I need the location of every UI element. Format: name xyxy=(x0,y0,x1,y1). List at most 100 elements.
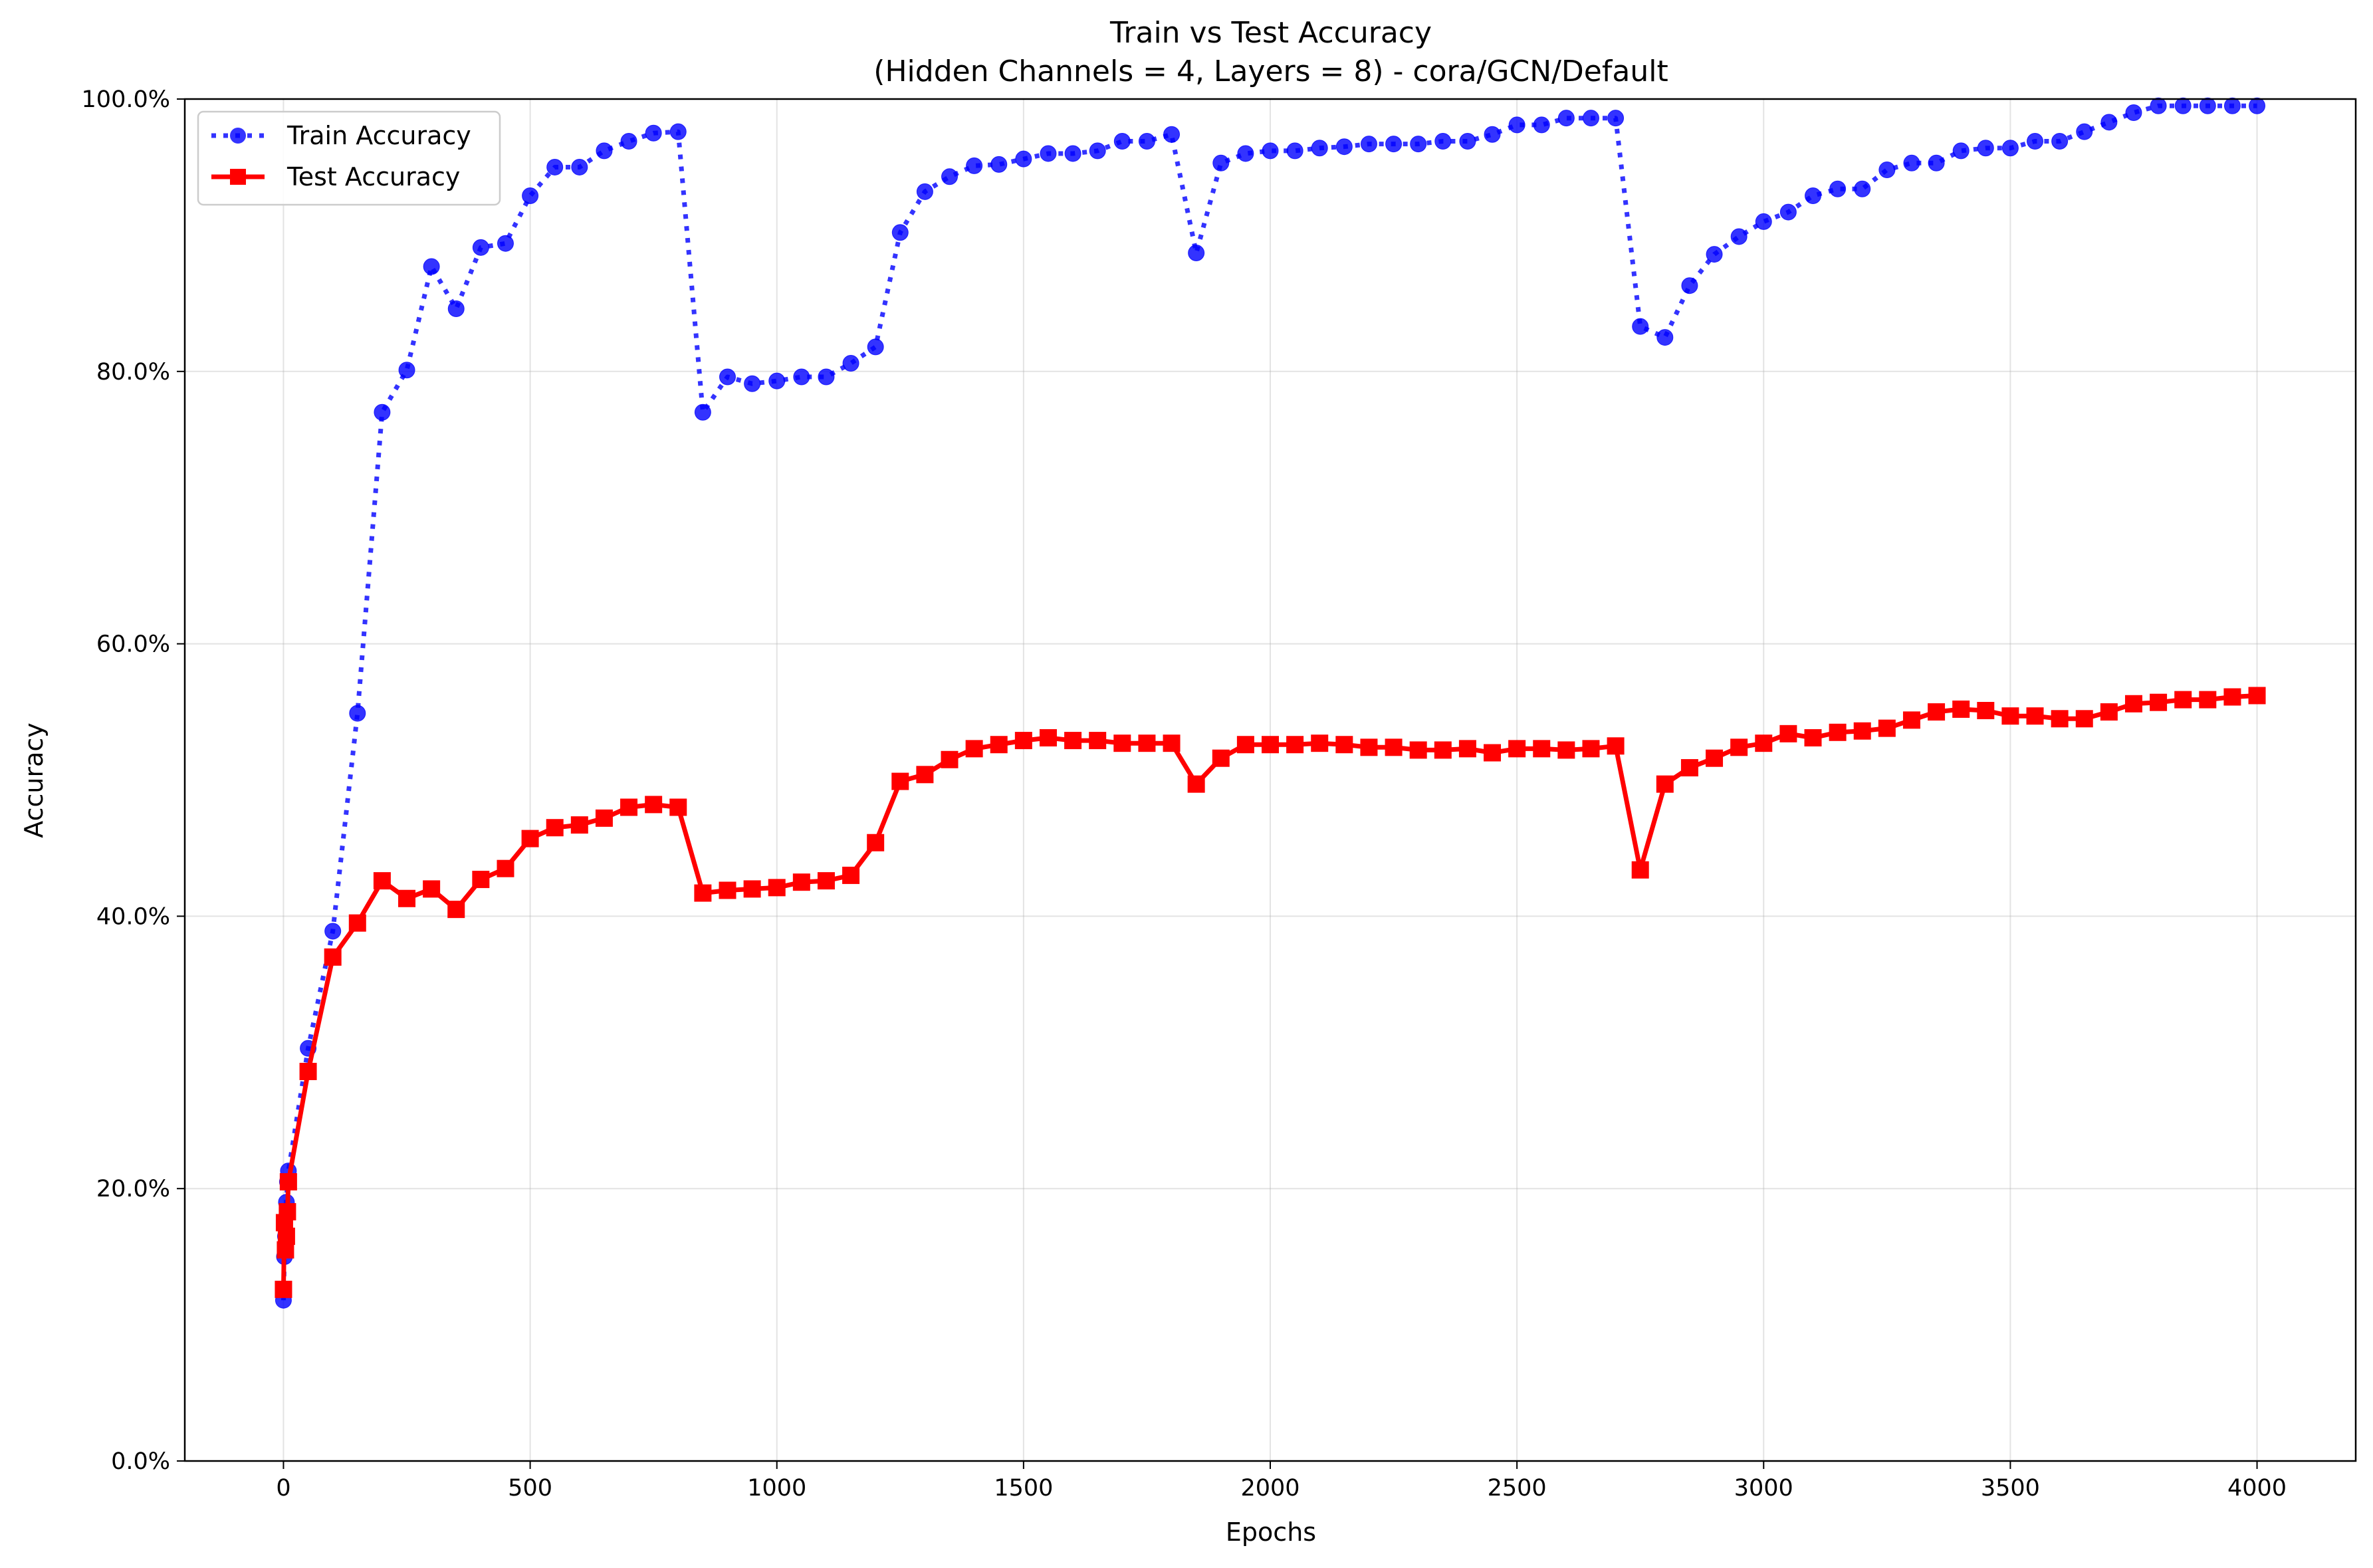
test-data-point xyxy=(2051,710,2069,728)
train-data-point xyxy=(1557,110,1575,127)
test-data-point xyxy=(2075,710,2093,728)
train-data-point xyxy=(1730,228,1748,245)
test-data-point xyxy=(916,766,934,784)
x-tick-label: 500 xyxy=(508,1475,552,1502)
test-data-point xyxy=(1458,740,1476,758)
train-data-point xyxy=(596,142,613,160)
test-data-point xyxy=(792,873,810,891)
train-data-point xyxy=(497,235,514,252)
y-tick-label: 0.0% xyxy=(111,1448,170,1475)
train-data-point xyxy=(2001,140,2019,157)
train-data-point xyxy=(1335,138,1353,156)
train-data-point xyxy=(1015,150,1032,168)
train-data-point xyxy=(1854,180,1871,197)
test-data-point xyxy=(279,1173,297,1190)
x-tick-label: 2500 xyxy=(1488,1475,1547,1502)
test-data-point xyxy=(1755,734,1773,752)
x-tick-label: 1500 xyxy=(994,1475,1053,1502)
y-tick-label: 60.0% xyxy=(96,631,170,658)
test-data-point xyxy=(1262,736,1279,754)
train-data-point xyxy=(941,168,959,185)
y-axis-label: Accuracy xyxy=(19,723,49,838)
test-data-point xyxy=(373,872,391,890)
train-data-point xyxy=(1188,245,1205,262)
test-data-point xyxy=(1557,741,1575,759)
test-data-point xyxy=(1582,740,1600,758)
train-data-point xyxy=(2150,97,2167,114)
test-data-point xyxy=(1385,738,1403,756)
test-data-point xyxy=(1829,723,1847,741)
train-data-point xyxy=(620,133,637,150)
test-data-point xyxy=(1039,728,1057,746)
test-data-point xyxy=(1952,700,1970,718)
train-data-point xyxy=(1903,154,1920,171)
test-data-point xyxy=(669,798,687,816)
test-data-point xyxy=(275,1280,292,1298)
x-tick-label: 0 xyxy=(276,1475,290,1502)
legend-test-marker xyxy=(230,169,246,185)
test-data-point xyxy=(1212,749,1230,767)
test-data-point xyxy=(324,948,342,966)
train-data-point xyxy=(1508,116,1526,134)
test-data-point xyxy=(1360,738,1378,756)
test-data-point xyxy=(743,880,761,898)
train-data-point xyxy=(447,300,465,318)
train-data-point xyxy=(1607,110,1625,127)
train-data-point xyxy=(1360,136,1377,153)
test-data-point xyxy=(1113,734,1131,752)
train-data-point xyxy=(793,368,810,386)
test-data-point xyxy=(279,1203,296,1221)
train-data-point xyxy=(374,403,391,421)
test-data-point xyxy=(941,750,959,768)
train-data-point xyxy=(1459,133,1476,150)
train-data-point xyxy=(867,338,884,356)
test-data-point xyxy=(1878,719,1896,737)
test-data-point xyxy=(1409,741,1427,759)
test-data-point xyxy=(768,879,786,897)
legend-train-label: Train Accuracy xyxy=(286,121,471,150)
test-data-point xyxy=(398,889,416,907)
train-data-point xyxy=(1089,142,1106,160)
train-data-point xyxy=(966,157,983,174)
x-axis: 0 500 1000 1500 2000 2500 3000 3500 4000 xyxy=(276,1461,2287,1502)
train-data-point xyxy=(1138,133,1155,150)
test-data-point xyxy=(546,819,564,837)
train-data-point xyxy=(1805,187,1821,204)
train-data-point xyxy=(546,158,564,175)
y-tick-label: 20.0% xyxy=(96,1176,170,1202)
test-data-point xyxy=(1163,734,1181,752)
train-data-point xyxy=(694,403,711,421)
test-data-point xyxy=(1533,740,1551,758)
train-data-point xyxy=(2199,97,2216,114)
series-test-accuracy xyxy=(275,687,2266,1298)
train-data-point xyxy=(1582,110,1599,127)
y-tick-label: 80.0% xyxy=(96,359,170,386)
train-data-point xyxy=(1755,213,1772,230)
train-data-point xyxy=(1533,116,1550,134)
train-data-point xyxy=(2125,104,2142,121)
test-data-point xyxy=(423,880,441,898)
train-data-point xyxy=(1237,145,1254,162)
train-data-point xyxy=(1952,142,1970,160)
test-data-point xyxy=(719,881,736,899)
x-tick-label: 3000 xyxy=(1734,1475,1793,1502)
test-data-point xyxy=(2248,687,2266,705)
x-tick-label: 1000 xyxy=(747,1475,806,1502)
test-data-point xyxy=(1335,736,1353,754)
x-axis-label: Epochs xyxy=(1226,1517,1316,1547)
train-data-point xyxy=(1681,277,1698,294)
test-data-point xyxy=(521,830,539,847)
train-data-point xyxy=(719,368,736,386)
x-tick-label: 3500 xyxy=(1981,1475,2040,1502)
train-data-point xyxy=(891,224,909,241)
train-data-point xyxy=(1385,136,1403,153)
train-data-point xyxy=(2223,97,2241,114)
legend-test-label: Test Accuracy xyxy=(286,162,460,191)
test-data-point xyxy=(990,736,1008,754)
test-data-point xyxy=(1484,744,1502,762)
train-data-point xyxy=(818,368,835,386)
train-data-point xyxy=(1779,203,1797,221)
train-data-point xyxy=(1286,142,1303,160)
train-data-point xyxy=(744,375,761,392)
